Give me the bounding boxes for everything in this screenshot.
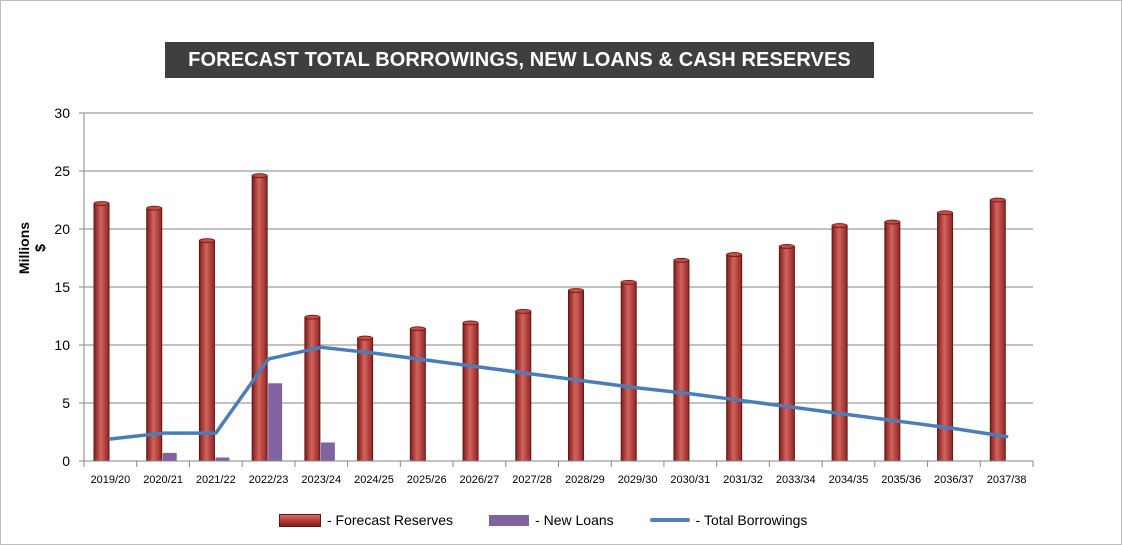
legend-item-reserves: - Forecast Reserves [279, 512, 453, 528]
bar-top-forecast-reserves [620, 279, 637, 285]
legend-item-new-loans: - New Loans [489, 512, 614, 528]
bar-forecast-reserves [620, 281, 637, 462]
bar-top-forecast-reserves [304, 314, 321, 320]
bar-top-forecast-reserves [199, 238, 215, 244]
x-tick-label: 2019/20 [90, 474, 130, 486]
x-tick-label: 2024/25 [354, 474, 394, 486]
bar-forecast-reserves [884, 221, 901, 462]
x-tick-label: 2027/28 [512, 474, 552, 486]
legend-label-reserves: - Forecast Reserves [327, 512, 454, 528]
bar-forecast-reserves [251, 175, 268, 462]
bar-forecast-reserves [568, 289, 584, 462]
x-tick-label: 2031/32 [723, 474, 763, 486]
bar-forecast-reserves [409, 328, 426, 462]
bar-forecast-reserves [673, 259, 690, 462]
bar-forecast-reserves [93, 202, 110, 462]
bar-top-forecast-reserves [462, 320, 479, 326]
legend-swatch-total-borrowings [649, 518, 690, 522]
bar-top-forecast-reserves [93, 201, 110, 206]
bar-forecast-reserves [726, 254, 743, 462]
legend-item-total-borrowings: - Total Borrowings [649, 512, 808, 528]
bar-top-forecast-reserves [409, 326, 426, 332]
bar-forecast-reserves [515, 310, 532, 462]
bar-top-forecast-reserves [778, 243, 795, 249]
bar-top-forecast-reserves [251, 173, 268, 179]
legend-label-total-borrowings: - Total Borrowings [695, 512, 808, 528]
x-tick-label: 2033/34 [776, 474, 816, 486]
bar-top-forecast-reserves [357, 335, 374, 341]
x-tick-label: 2030/31 [670, 474, 710, 486]
bar-forecast-reserves [198, 240, 215, 462]
x-tick-label: 2029/30 [618, 474, 658, 486]
x-tick-label: 2022/23 [249, 474, 289, 486]
x-tick-label: 2020/21 [143, 474, 183, 486]
y-tick-label: 25 [54, 163, 70, 179]
legend-swatch-new-loans [489, 514, 530, 526]
bar-new-loans [268, 383, 283, 461]
x-tick-label: 2026/27 [460, 474, 500, 486]
x-tick-label: 2034/35 [829, 474, 869, 486]
bar-top-forecast-reserves [673, 257, 690, 263]
y-tick-label: 20 [54, 221, 70, 237]
x-tick-label: 2028/29 [565, 474, 605, 486]
chart-title: FORECAST TOTAL BORROWINGS, NEW LOANS & C… [165, 42, 874, 78]
x-tick-label: 2035/36 [881, 474, 921, 486]
bar-forecast-reserves [146, 207, 163, 462]
y-tick-label: 30 [54, 105, 70, 121]
bar-top-forecast-reserves [568, 288, 584, 293]
bar-new-loans [162, 452, 177, 461]
y-tick-label: 0 [62, 453, 70, 469]
bar-top-forecast-reserves [726, 252, 743, 257]
bar-new-loans [215, 457, 230, 461]
bar-top-forecast-reserves [515, 308, 532, 314]
x-tick-label: 2037/38 [987, 474, 1027, 486]
x-tick-label: 2025/26 [407, 474, 447, 486]
bar-forecast-reserves [462, 322, 479, 462]
x-tick-label: 2036/37 [934, 474, 974, 486]
bar-forecast-reserves [937, 212, 954, 462]
line-total-borrowings [108, 345, 1009, 441]
y-tick-label: 15 [54, 279, 70, 295]
x-tick-label: 2023/24 [301, 474, 341, 486]
bar-new-loans [320, 442, 335, 461]
legend-label-new-loans: - New Loans [535, 512, 614, 528]
x-tick-label: 2021/22 [196, 474, 236, 486]
y-tick-label: 5 [62, 395, 70, 411]
bar-top-forecast-reserves [146, 205, 163, 211]
bar-top-forecast-reserves [831, 223, 848, 228]
y-tick-label: 10 [54, 337, 70, 353]
bar-forecast-reserves [831, 225, 848, 462]
chart-legend: - Forecast Reserves - New Loans - Total … [279, 510, 843, 530]
bar-forecast-reserves [778, 245, 795, 462]
bar-forecast-reserves [304, 316, 321, 462]
bar-top-forecast-reserves [989, 197, 1006, 203]
bar-top-forecast-reserves [937, 210, 953, 216]
bar-forecast-reserves [357, 337, 374, 462]
bar-forecast-reserves [989, 199, 1006, 462]
bar-top-forecast-reserves [884, 219, 901, 225]
legend-swatch-reserves [279, 513, 321, 527]
